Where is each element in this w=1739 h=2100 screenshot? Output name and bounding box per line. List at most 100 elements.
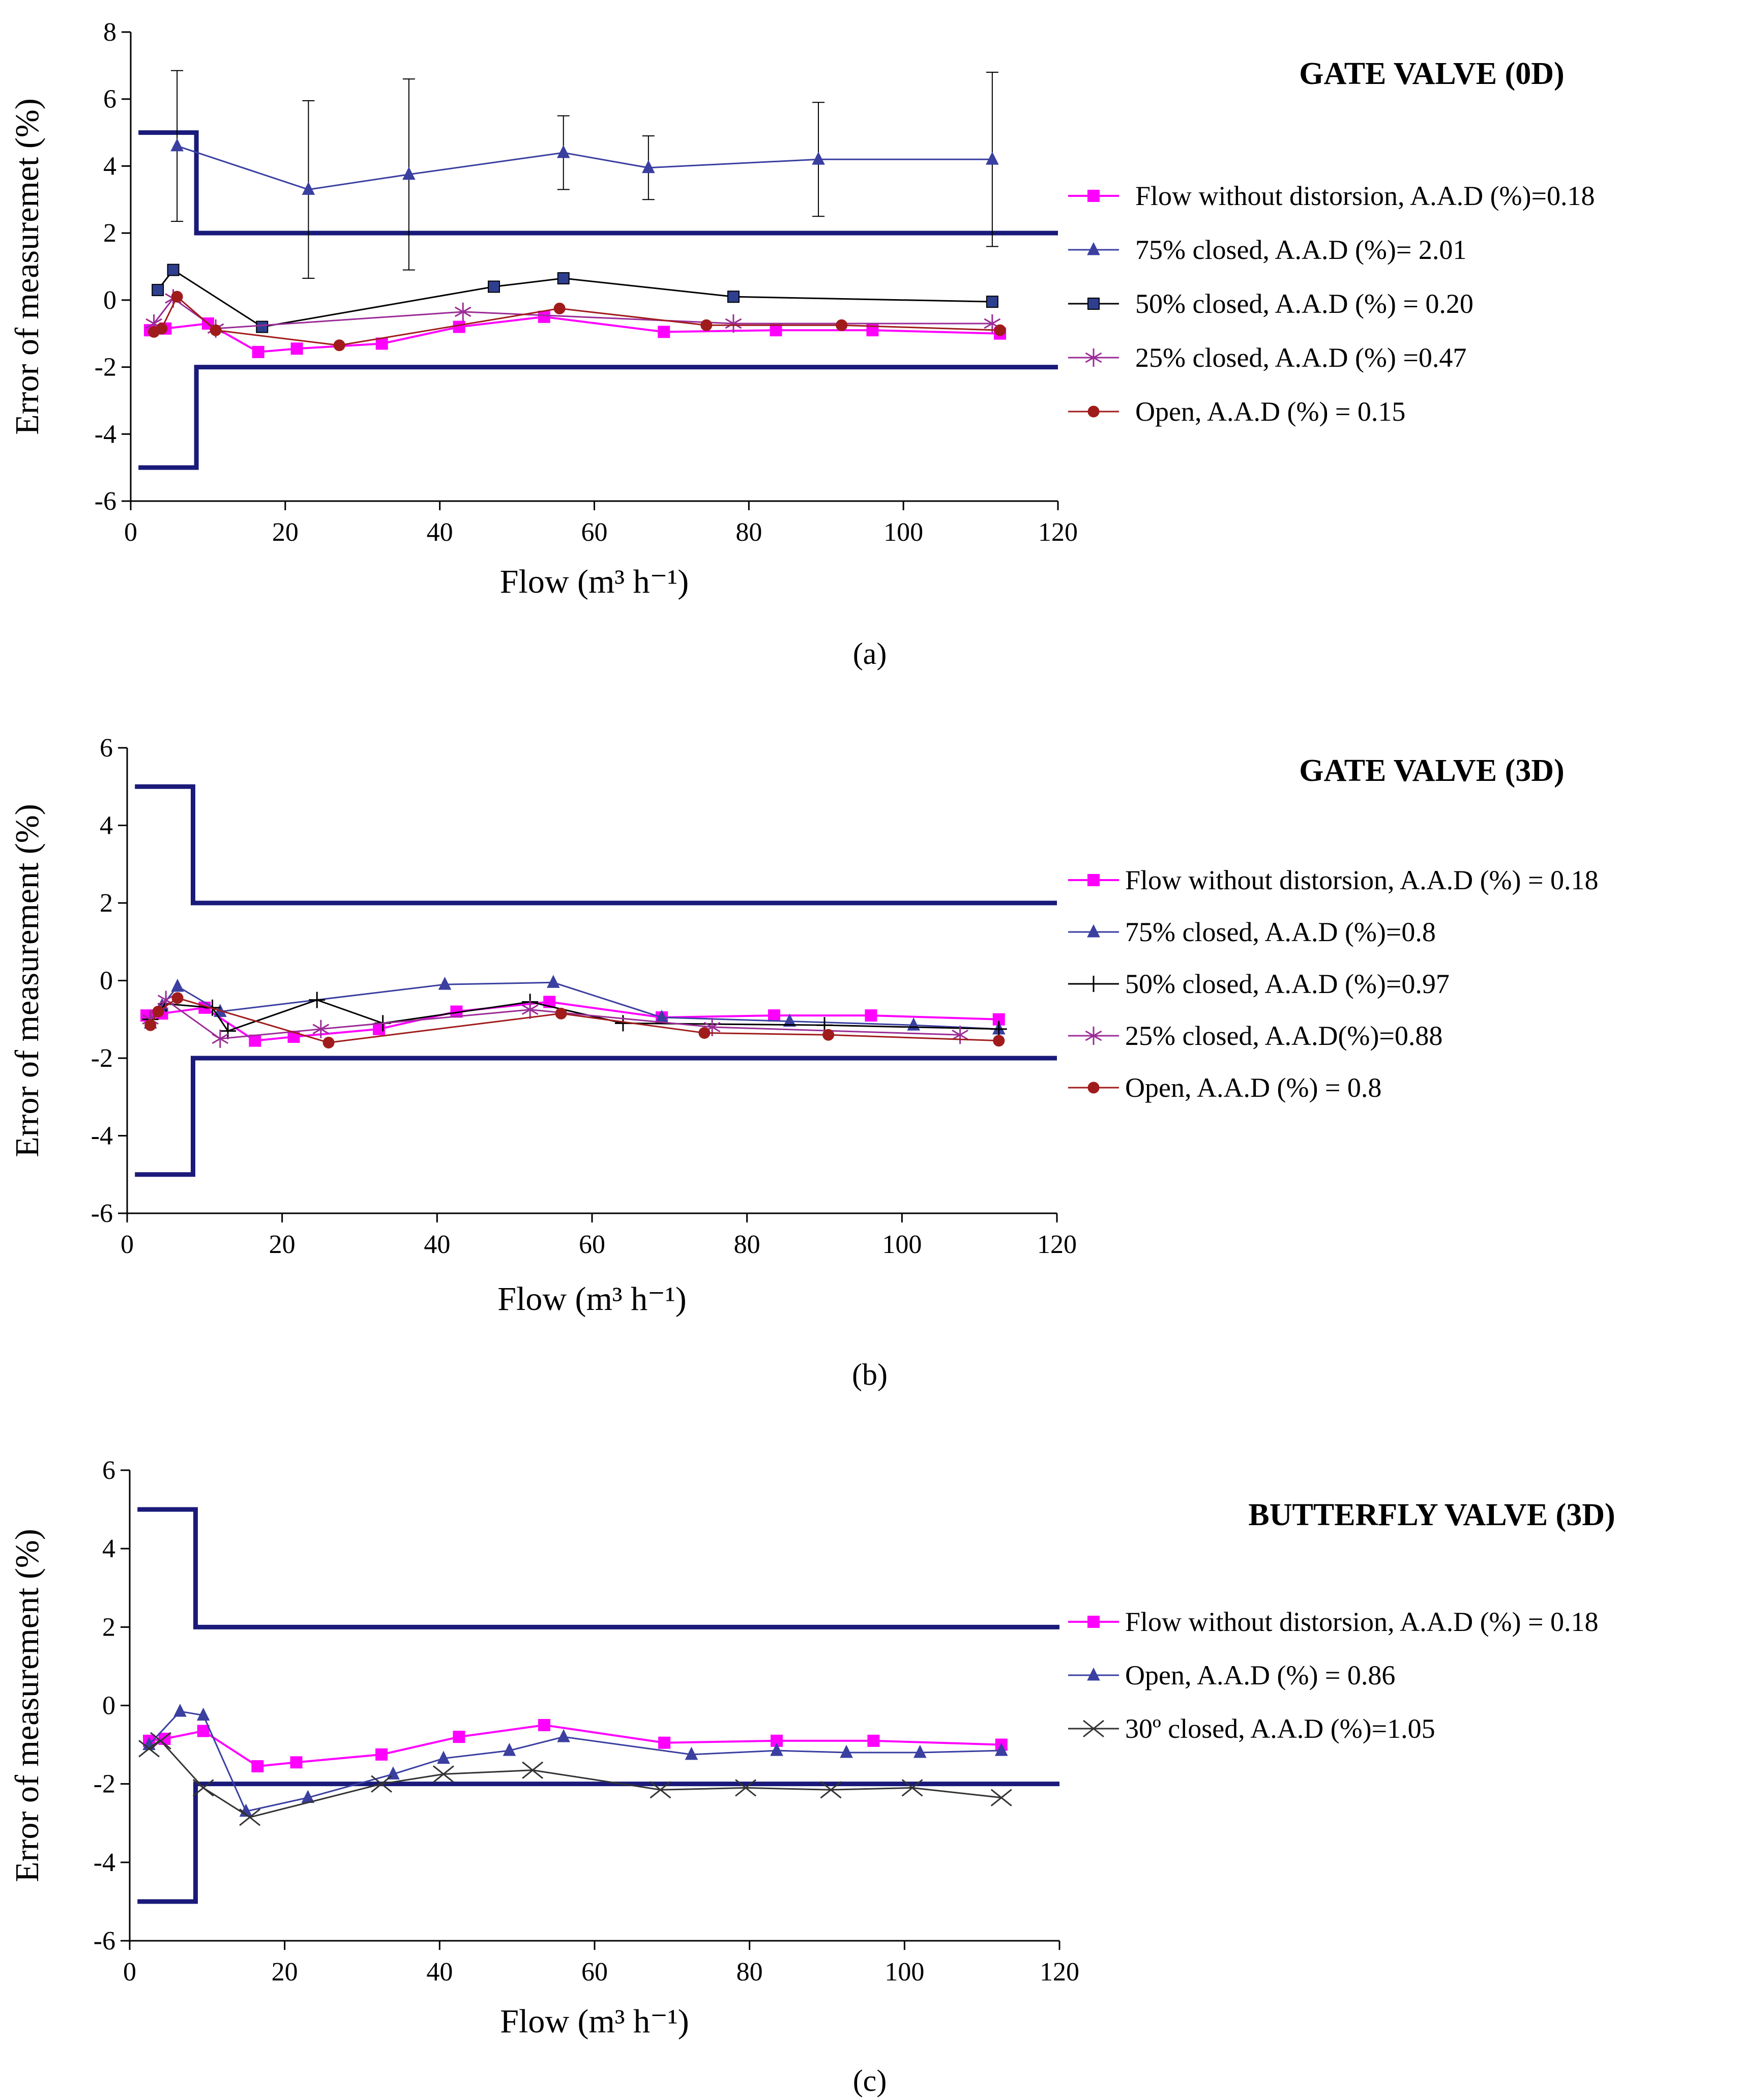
data-point bbox=[290, 342, 303, 355]
legend-label: 30º closed, A.A.D (%)=1.05 bbox=[1125, 1713, 1435, 1744]
data-point bbox=[555, 1007, 567, 1019]
series-line bbox=[150, 315, 1000, 353]
legend-label: 75% closed, A.A.D (%)= 2.01 bbox=[1135, 235, 1466, 265]
data-point bbox=[454, 302, 471, 321]
x-tick-label: 0 bbox=[121, 1230, 134, 1259]
x-tick-label: 0 bbox=[123, 1958, 136, 1987]
data-point bbox=[371, 1775, 393, 1793]
legend-entry: Flow without distorsion, A.A.D (%)=0.18 bbox=[1068, 181, 1595, 211]
x-tick-label: 100 bbox=[885, 1958, 924, 1987]
legend-entry: 50% closed, A.A.D (%) = 0.20 bbox=[1068, 288, 1473, 319]
panel-caption: (a) bbox=[853, 637, 887, 670]
data-point bbox=[375, 337, 388, 350]
y-tick-label: 4 bbox=[103, 152, 116, 181]
y-tick-label: 2 bbox=[102, 1613, 115, 1642]
x-tick-label: 40 bbox=[426, 1958, 453, 1987]
legend-marker bbox=[1087, 1667, 1100, 1681]
data-point bbox=[156, 323, 168, 335]
legend-label: 50% closed, A.A.D (%) = 0.20 bbox=[1135, 288, 1473, 319]
data-point bbox=[437, 1751, 450, 1764]
data-point bbox=[557, 272, 570, 285]
legend-entry: 30º closed, A.A.D (%)=1.05 bbox=[1068, 1713, 1435, 1744]
legend-entry: Open, A.A.D (%) = 0.8 bbox=[1068, 1072, 1381, 1103]
legend-entry: Flow without distorsion, A.A.D (%) = 0.1… bbox=[1068, 865, 1598, 895]
y-tick-label: -2 bbox=[94, 1770, 115, 1799]
series-line bbox=[148, 1710, 1001, 1813]
data-point bbox=[192, 1779, 214, 1797]
data-point bbox=[990, 1020, 1007, 1037]
x-tick-label: 120 bbox=[1037, 1230, 1077, 1259]
series-5 bbox=[148, 290, 1006, 352]
legend-marker bbox=[1087, 405, 1100, 418]
x-tick-label: 20 bbox=[272, 518, 299, 547]
legend-entry: 25% closed, A.A.D (%) =0.47 bbox=[1068, 342, 1466, 373]
series-line bbox=[149, 1724, 1001, 1768]
legend-marker bbox=[1087, 242, 1100, 255]
data-point bbox=[658, 326, 670, 338]
data-point bbox=[913, 1744, 927, 1758]
data-point bbox=[302, 182, 315, 195]
data-point bbox=[735, 1779, 756, 1797]
x-tick-label: 20 bbox=[269, 1230, 296, 1259]
series-5 bbox=[144, 992, 1005, 1048]
data-point bbox=[433, 1765, 454, 1783]
data-point bbox=[986, 296, 998, 308]
data-point bbox=[986, 152, 999, 165]
x-axis-label: Flow (m³ h⁻¹) bbox=[500, 2003, 689, 2040]
data-point bbox=[309, 991, 326, 1008]
data-point bbox=[196, 1707, 210, 1721]
data-point bbox=[994, 324, 1006, 336]
y-tick-label: -2 bbox=[91, 1044, 113, 1073]
legend-marker bbox=[1087, 298, 1100, 310]
y-tick-label: -2 bbox=[95, 353, 116, 382]
upper-tolerance-limit bbox=[137, 1507, 1059, 1629]
series-3 bbox=[152, 264, 998, 333]
data-point bbox=[727, 290, 740, 303]
x-axis-label: Flow (m³ h⁻¹) bbox=[497, 1280, 686, 1318]
data-point bbox=[770, 324, 782, 337]
data-point bbox=[783, 1013, 797, 1027]
data-point bbox=[538, 1719, 550, 1732]
data-point bbox=[698, 1027, 711, 1039]
data-point bbox=[522, 1761, 544, 1779]
data-point bbox=[650, 1781, 671, 1799]
legend-entry: 75% closed, A.A.D (%)= 2.01 bbox=[1068, 235, 1466, 265]
data-point bbox=[866, 324, 879, 337]
legend-marker bbox=[1087, 190, 1100, 202]
legend-entry: 25% closed, A.A.D(%)=0.88 bbox=[1068, 1020, 1442, 1051]
data-point bbox=[375, 1748, 388, 1761]
y-tick-label: 4 bbox=[102, 1534, 115, 1563]
series-3 bbox=[138, 1732, 1012, 1826]
data-point bbox=[210, 324, 222, 336]
legend-entry: 50% closed, A.A.D (%)=0.97 bbox=[1068, 969, 1450, 999]
legend-marker bbox=[1083, 1719, 1104, 1738]
data-point bbox=[521, 1000, 539, 1019]
legend-entry: 75% closed, A.A.D (%)=0.8 bbox=[1068, 917, 1436, 947]
data-point bbox=[503, 1743, 516, 1756]
data-point bbox=[865, 1009, 877, 1022]
data-point bbox=[171, 992, 184, 1004]
data-point bbox=[770, 1743, 783, 1756]
data-point bbox=[170, 138, 184, 152]
y-tick-label: 0 bbox=[103, 286, 116, 315]
data-point bbox=[212, 1029, 229, 1048]
panel-caption: (c) bbox=[853, 2064, 887, 2097]
legend-label: 75% closed, A.A.D (%)=0.8 bbox=[1125, 917, 1436, 947]
upper-tolerance-limit bbox=[138, 130, 1058, 236]
legend-marker bbox=[1087, 924, 1100, 938]
data-point bbox=[402, 166, 416, 180]
upper-tolerance-limit bbox=[135, 784, 1057, 906]
legend-entry: Open, A.A.D (%) = 0.15 bbox=[1068, 396, 1405, 427]
data-point bbox=[952, 1026, 968, 1044]
data-point bbox=[768, 1009, 780, 1022]
data-point bbox=[822, 1029, 835, 1041]
series-line bbox=[149, 1739, 1001, 1818]
x-tick-label: 20 bbox=[272, 1958, 298, 1987]
legend-marker bbox=[1085, 1027, 1102, 1045]
y-tick-label: -6 bbox=[91, 1199, 113, 1228]
data-point bbox=[994, 1743, 1008, 1756]
legend-label: Open, A.A.D (%) = 0.86 bbox=[1125, 1660, 1395, 1690]
